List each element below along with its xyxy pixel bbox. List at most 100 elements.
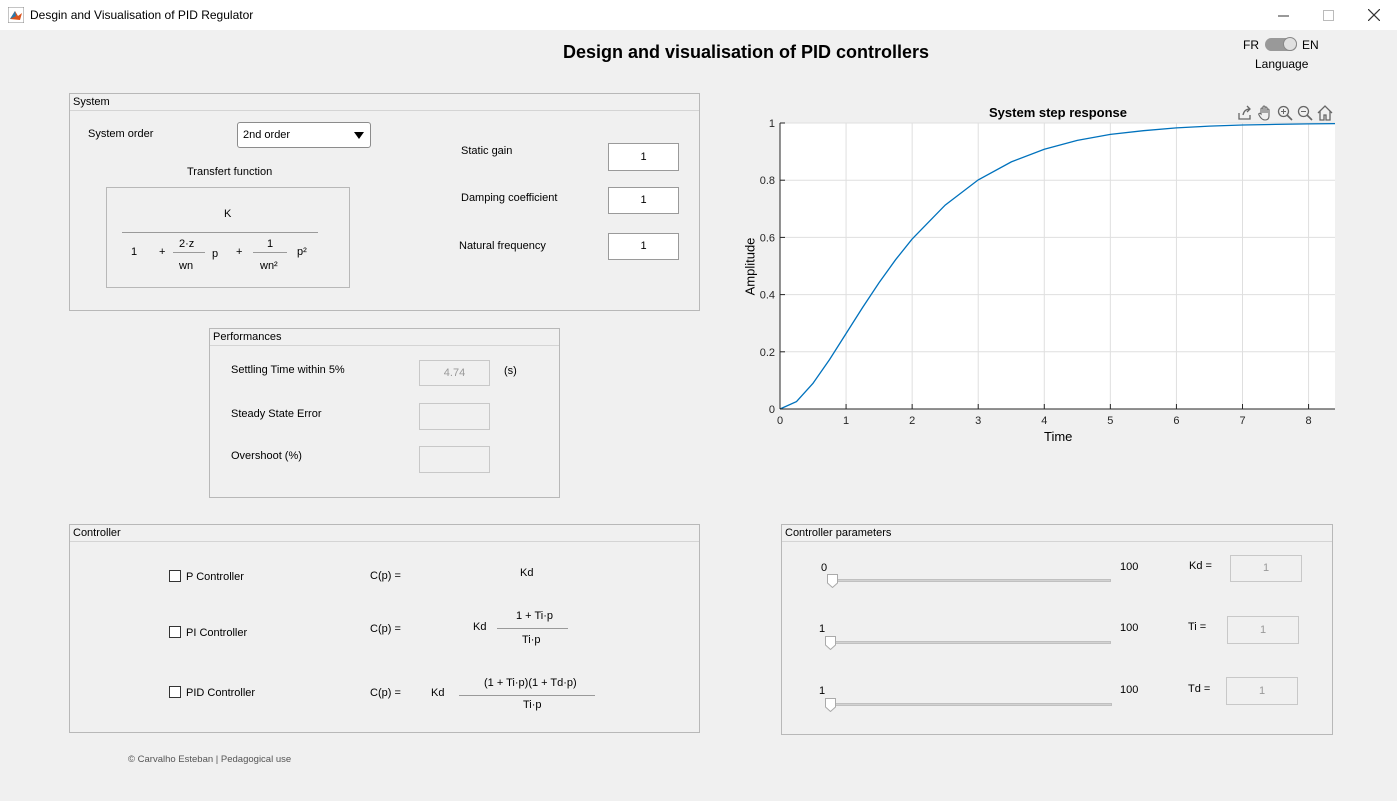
controller-parameters-panel-title: Controller parameters bbox=[782, 525, 1332, 542]
tf-frac2-num: 1 bbox=[267, 238, 274, 250]
steady-state-error-label: Steady State Error bbox=[231, 408, 322, 420]
static-gain-field[interactable]: 1 bbox=[608, 143, 679, 171]
pi-controller-label: PI Controller bbox=[186, 627, 248, 639]
pid-controller-denominator: Ti·p bbox=[523, 699, 542, 711]
p-controller-checkbox[interactable] bbox=[169, 570, 181, 582]
pid-controller-cp: C(p) = bbox=[370, 687, 401, 699]
steady-state-error-field[interactable] bbox=[419, 403, 490, 430]
y-tick-label: 0.4 bbox=[760, 290, 775, 302]
kd-slider[interactable] bbox=[827, 579, 1111, 582]
ti-slider[interactable] bbox=[825, 641, 1111, 644]
close-icon bbox=[1368, 9, 1380, 21]
performances-panel: Performances Settling Time within 5% 4.7… bbox=[209, 328, 560, 498]
pid-controller-checkbox[interactable] bbox=[169, 686, 181, 698]
x-tick-label: 5 bbox=[1107, 415, 1113, 427]
step-response-line bbox=[779, 122, 1336, 410]
dropdown-arrow-icon bbox=[354, 132, 364, 139]
transfer-function-label: Transfert function bbox=[187, 166, 273, 178]
x-tick-label: 2 bbox=[909, 415, 915, 427]
ti-label: Ti = bbox=[1188, 621, 1207, 633]
chart-grid bbox=[779, 122, 1335, 410]
td-slider-max: 100 bbox=[1120, 684, 1139, 696]
tf-frac2-bar bbox=[253, 252, 287, 253]
settling-time-unit: (s) bbox=[504, 365, 517, 377]
y-tick-label: 0 bbox=[769, 404, 775, 416]
tf-frac1-bar bbox=[173, 252, 205, 253]
td-slider-thumb[interactable] bbox=[825, 698, 836, 712]
tf-p: p bbox=[212, 248, 219, 260]
step-response-chart[interactable]: 0 1 2 3 4 5 6 7 8 0 0.2 0.4 0.6 0.8 1 bbox=[730, 110, 1350, 455]
natural-frequency-field[interactable]: 1 bbox=[608, 233, 679, 260]
ti-field[interactable]: 1 bbox=[1227, 616, 1299, 644]
pi-controller-denominator: Ti·p bbox=[522, 634, 541, 646]
system-order-dropdown[interactable]: 2nd order bbox=[237, 122, 371, 148]
page-title: Design and visualisation of PID controll… bbox=[562, 42, 930, 62]
zoom-in-icon[interactable] bbox=[1276, 104, 1294, 122]
language-switch-knob[interactable] bbox=[1283, 37, 1297, 51]
overshoot-field[interactable] bbox=[419, 446, 490, 473]
language-en-label: EN bbox=[1302, 38, 1319, 52]
p-controller-formula: Kd bbox=[520, 567, 534, 579]
natural-frequency-label: Natural frequency bbox=[459, 240, 546, 252]
export-icon[interactable] bbox=[1236, 104, 1254, 122]
ti-slider-max: 100 bbox=[1120, 622, 1139, 634]
chart-ticks: 0 1 2 3 4 5 6 7 8 0 0.2 0.4 0.6 0.8 1 bbox=[760, 118, 1312, 427]
kd-slider-min: 0 bbox=[821, 562, 828, 574]
settling-time-field[interactable]: 4.74 bbox=[419, 360, 490, 386]
kd-field[interactable]: 1 bbox=[1230, 555, 1302, 582]
tf-fraction-bar bbox=[122, 232, 318, 233]
p-controller-cp: C(p) = bbox=[370, 570, 401, 582]
y-tick-label: 1 bbox=[769, 118, 775, 130]
pid-controller-gain: Kd bbox=[431, 687, 445, 699]
tf-frac1-num: 2·z bbox=[179, 238, 195, 250]
td-slider[interactable] bbox=[825, 703, 1112, 706]
ti-slider-thumb[interactable] bbox=[825, 636, 836, 650]
y-tick-label: 0.2 bbox=[760, 347, 775, 359]
pan-icon[interactable] bbox=[1256, 104, 1274, 122]
x-tick-label: 3 bbox=[975, 415, 981, 427]
zoom-out-icon[interactable] bbox=[1296, 104, 1314, 122]
home-icon[interactable] bbox=[1316, 104, 1334, 122]
language-label: Language bbox=[1255, 57, 1309, 71]
y-tick-label: 0.6 bbox=[760, 232, 775, 244]
x-tick-label: 7 bbox=[1239, 415, 1245, 427]
tf-constant: 1 bbox=[131, 246, 138, 258]
matlab-app-icon bbox=[8, 7, 24, 23]
y-axis-label: Amplitude bbox=[742, 237, 758, 296]
pi-controller-fraction-bar bbox=[497, 628, 568, 629]
controller-panel: Controller P Controller C(p) = Kd PI Con… bbox=[69, 524, 700, 733]
tf-numerator: K bbox=[224, 208, 232, 220]
maximize-button[interactable] bbox=[1305, 0, 1351, 30]
plot-area bbox=[780, 123, 1335, 409]
maximize-icon bbox=[1322, 9, 1334, 21]
kd-slider-thumb[interactable] bbox=[827, 574, 838, 588]
tf-plus-2: + bbox=[236, 246, 243, 258]
pi-controller-gain: Kd bbox=[473, 621, 487, 633]
system-panel: System System order 2nd order Transfert … bbox=[69, 93, 700, 311]
x-tick-label: 0 bbox=[777, 415, 783, 427]
tf-plus-1: + bbox=[159, 246, 166, 258]
language-fr-label: FR bbox=[1243, 38, 1259, 52]
tf-frac1-den: wn bbox=[179, 260, 194, 272]
x-axis-label: Time bbox=[1044, 429, 1073, 444]
x-tick-label: 8 bbox=[1306, 415, 1312, 427]
performances-panel-title: Performances bbox=[210, 329, 559, 346]
pi-controller-checkbox[interactable] bbox=[169, 626, 181, 638]
td-slider-min: 1 bbox=[819, 685, 826, 697]
chart-title: System step response bbox=[989, 105, 1128, 120]
x-tick-label: 6 bbox=[1173, 415, 1179, 427]
td-field[interactable]: 1 bbox=[1226, 677, 1298, 705]
system-order-value: 2nd order bbox=[243, 129, 291, 141]
td-label: Td = bbox=[1188, 683, 1211, 695]
pid-controller-numerator: (1 + Ti·p)(1 + Td·p) bbox=[484, 677, 577, 689]
kd-label: Kd = bbox=[1189, 560, 1212, 572]
close-button[interactable] bbox=[1351, 0, 1397, 30]
footer-credit: © Carvalho Esteban | Pedagogical use bbox=[128, 754, 292, 765]
pid-controller-fraction-bar bbox=[459, 695, 595, 696]
minimize-button[interactable] bbox=[1260, 0, 1306, 30]
pi-controller-cp: C(p) = bbox=[370, 623, 401, 635]
pid-controller-label: PID Controller bbox=[186, 687, 256, 699]
overshoot-label: Overshoot (%) bbox=[231, 450, 302, 462]
damping-field[interactable]: 1 bbox=[608, 187, 679, 214]
system-panel-title: System bbox=[70, 94, 699, 111]
